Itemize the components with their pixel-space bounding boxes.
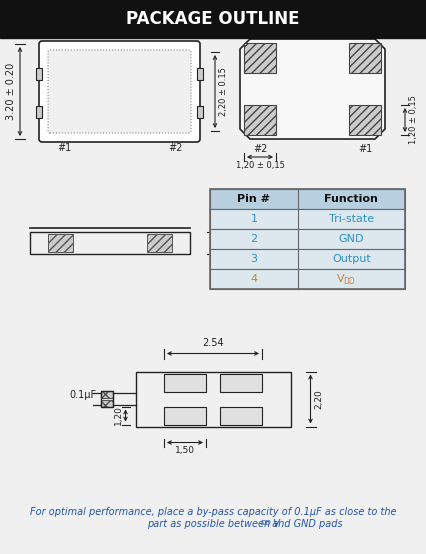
Bar <box>164 373 206 392</box>
Bar <box>135 372 291 427</box>
Text: 1: 1 <box>250 214 257 224</box>
Bar <box>101 400 112 407</box>
Text: and GND pads: and GND pads <box>269 519 343 529</box>
Text: 2: 2 <box>250 234 257 244</box>
Bar <box>30 232 190 254</box>
Bar <box>101 391 112 398</box>
Bar <box>244 105 276 135</box>
Text: #4: #4 <box>57 30 71 40</box>
Bar <box>210 209 405 229</box>
Text: #1: #1 <box>57 143 71 153</box>
Bar <box>197 68 203 80</box>
Bar <box>210 189 405 289</box>
Text: 2.54: 2.54 <box>202 337 224 347</box>
Text: For optimal performance, place a by-pass capacity of 0.1µF as close to the: For optimal performance, place a by-pass… <box>30 507 396 517</box>
Text: DD: DD <box>344 276 356 285</box>
Bar <box>210 269 405 289</box>
Text: 1,20 ± 0,10: 1,20 ± 0,10 <box>216 217 225 270</box>
Text: DD: DD <box>261 520 272 526</box>
Bar <box>164 407 206 424</box>
Bar <box>197 106 203 119</box>
Text: #4: #4 <box>358 24 372 34</box>
Bar <box>210 229 405 249</box>
Bar <box>210 249 405 269</box>
Text: #3: #3 <box>168 30 182 40</box>
Text: 0.1µF: 0.1µF <box>69 390 97 400</box>
Text: V: V <box>337 274 344 284</box>
Text: Tri-state: Tri-state <box>329 214 374 224</box>
Text: 2,52 ± 0,15: 2,52 ± 0,15 <box>286 7 339 16</box>
Text: 2,20: 2,20 <box>314 389 323 409</box>
Text: Function: Function <box>325 194 378 204</box>
Bar <box>36 68 42 80</box>
FancyBboxPatch shape <box>39 41 200 142</box>
Text: 1,50: 1,50 <box>175 447 195 455</box>
Text: 2,20 ± 0.15: 2,20 ± 0.15 <box>219 67 228 116</box>
Text: 3.20 ± 0.20: 3.20 ± 0.20 <box>6 63 16 120</box>
FancyBboxPatch shape <box>48 50 191 133</box>
Text: 3: 3 <box>250 254 257 264</box>
Text: part as possible between V: part as possible between V <box>147 519 279 529</box>
Bar <box>244 43 276 73</box>
Bar <box>147 234 172 252</box>
Text: PACKAGE OUTLINE: PACKAGE OUTLINE <box>126 10 300 28</box>
Bar <box>220 407 262 424</box>
Text: Output: Output <box>332 254 371 264</box>
Bar <box>349 105 381 135</box>
Bar <box>210 189 405 209</box>
Polygon shape <box>240 39 385 139</box>
Bar <box>48 234 73 252</box>
Text: 1,20 ± 0,15: 1,20 ± 0,15 <box>409 95 418 145</box>
Text: #1: #1 <box>358 144 372 154</box>
Text: Pin #: Pin # <box>237 194 271 204</box>
Text: 1,20 ± 0,15: 1,20 ± 0,15 <box>236 161 285 170</box>
Text: 1,20: 1,20 <box>113 406 123 425</box>
Bar <box>0 0 426 38</box>
Bar <box>220 373 262 392</box>
Text: #2: #2 <box>168 143 182 153</box>
Bar <box>36 106 42 119</box>
Text: #2: #2 <box>253 144 267 154</box>
Text: 5.00 ± 0.20: 5.00 ± 0.20 <box>91 6 148 16</box>
Bar <box>101 391 112 407</box>
Text: #3: #3 <box>253 24 267 34</box>
Text: 4: 4 <box>250 274 257 284</box>
Bar <box>349 43 381 73</box>
Text: GND: GND <box>339 234 364 244</box>
